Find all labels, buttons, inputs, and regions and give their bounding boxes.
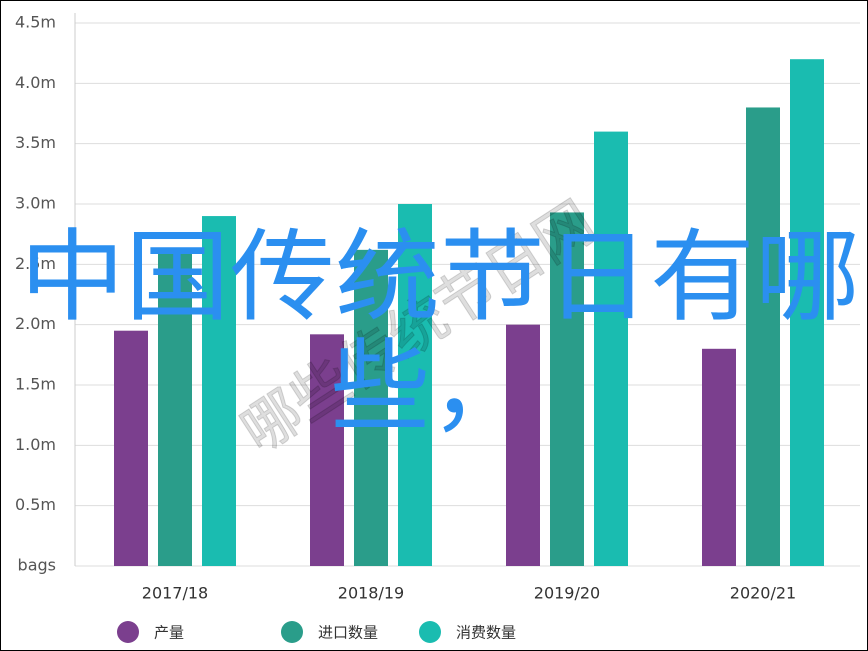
bar [310,334,344,566]
legend-swatch [419,621,441,643]
bar [158,249,192,566]
bar [702,348,736,566]
bar [790,59,824,566]
x-tick-label: 2019/20 [534,584,600,603]
bar [354,249,388,566]
y-tick-label: 1.0m [15,435,56,454]
legend-label: 进口数量 [318,624,378,642]
y-tick-label: 3.5m [15,133,56,152]
y-tick-label: 2.0m [15,314,56,333]
legend-swatch [117,621,139,643]
bar [202,216,236,567]
bar [594,131,628,566]
y-tick-label: 0.5m [15,495,56,514]
y-tick-label: bags [18,556,56,575]
y-tick-label: 3.0m [15,194,56,213]
legend-label: 消费数量 [456,624,516,642]
x-tick-label: 2017/18 [142,584,208,603]
bar [746,107,780,566]
overlay-title: 些， [330,328,530,445]
y-tick-label: 4.5m [15,13,56,32]
x-tick-label: 2018/19 [338,584,404,603]
y-tick-label: 2.5m [15,254,56,273]
y-tick-label: 4.0m [15,73,56,92]
bar [506,324,540,566]
overlay-title: 中国传统节日有哪 [20,218,860,335]
legend-label: 产量 [154,624,184,642]
bar [398,204,432,566]
legend-swatch [281,621,303,643]
bar [550,212,584,567]
bar [114,330,148,566]
x-tick-label: 2020/21 [730,584,796,603]
y-tick-label: 1.5m [15,375,56,394]
